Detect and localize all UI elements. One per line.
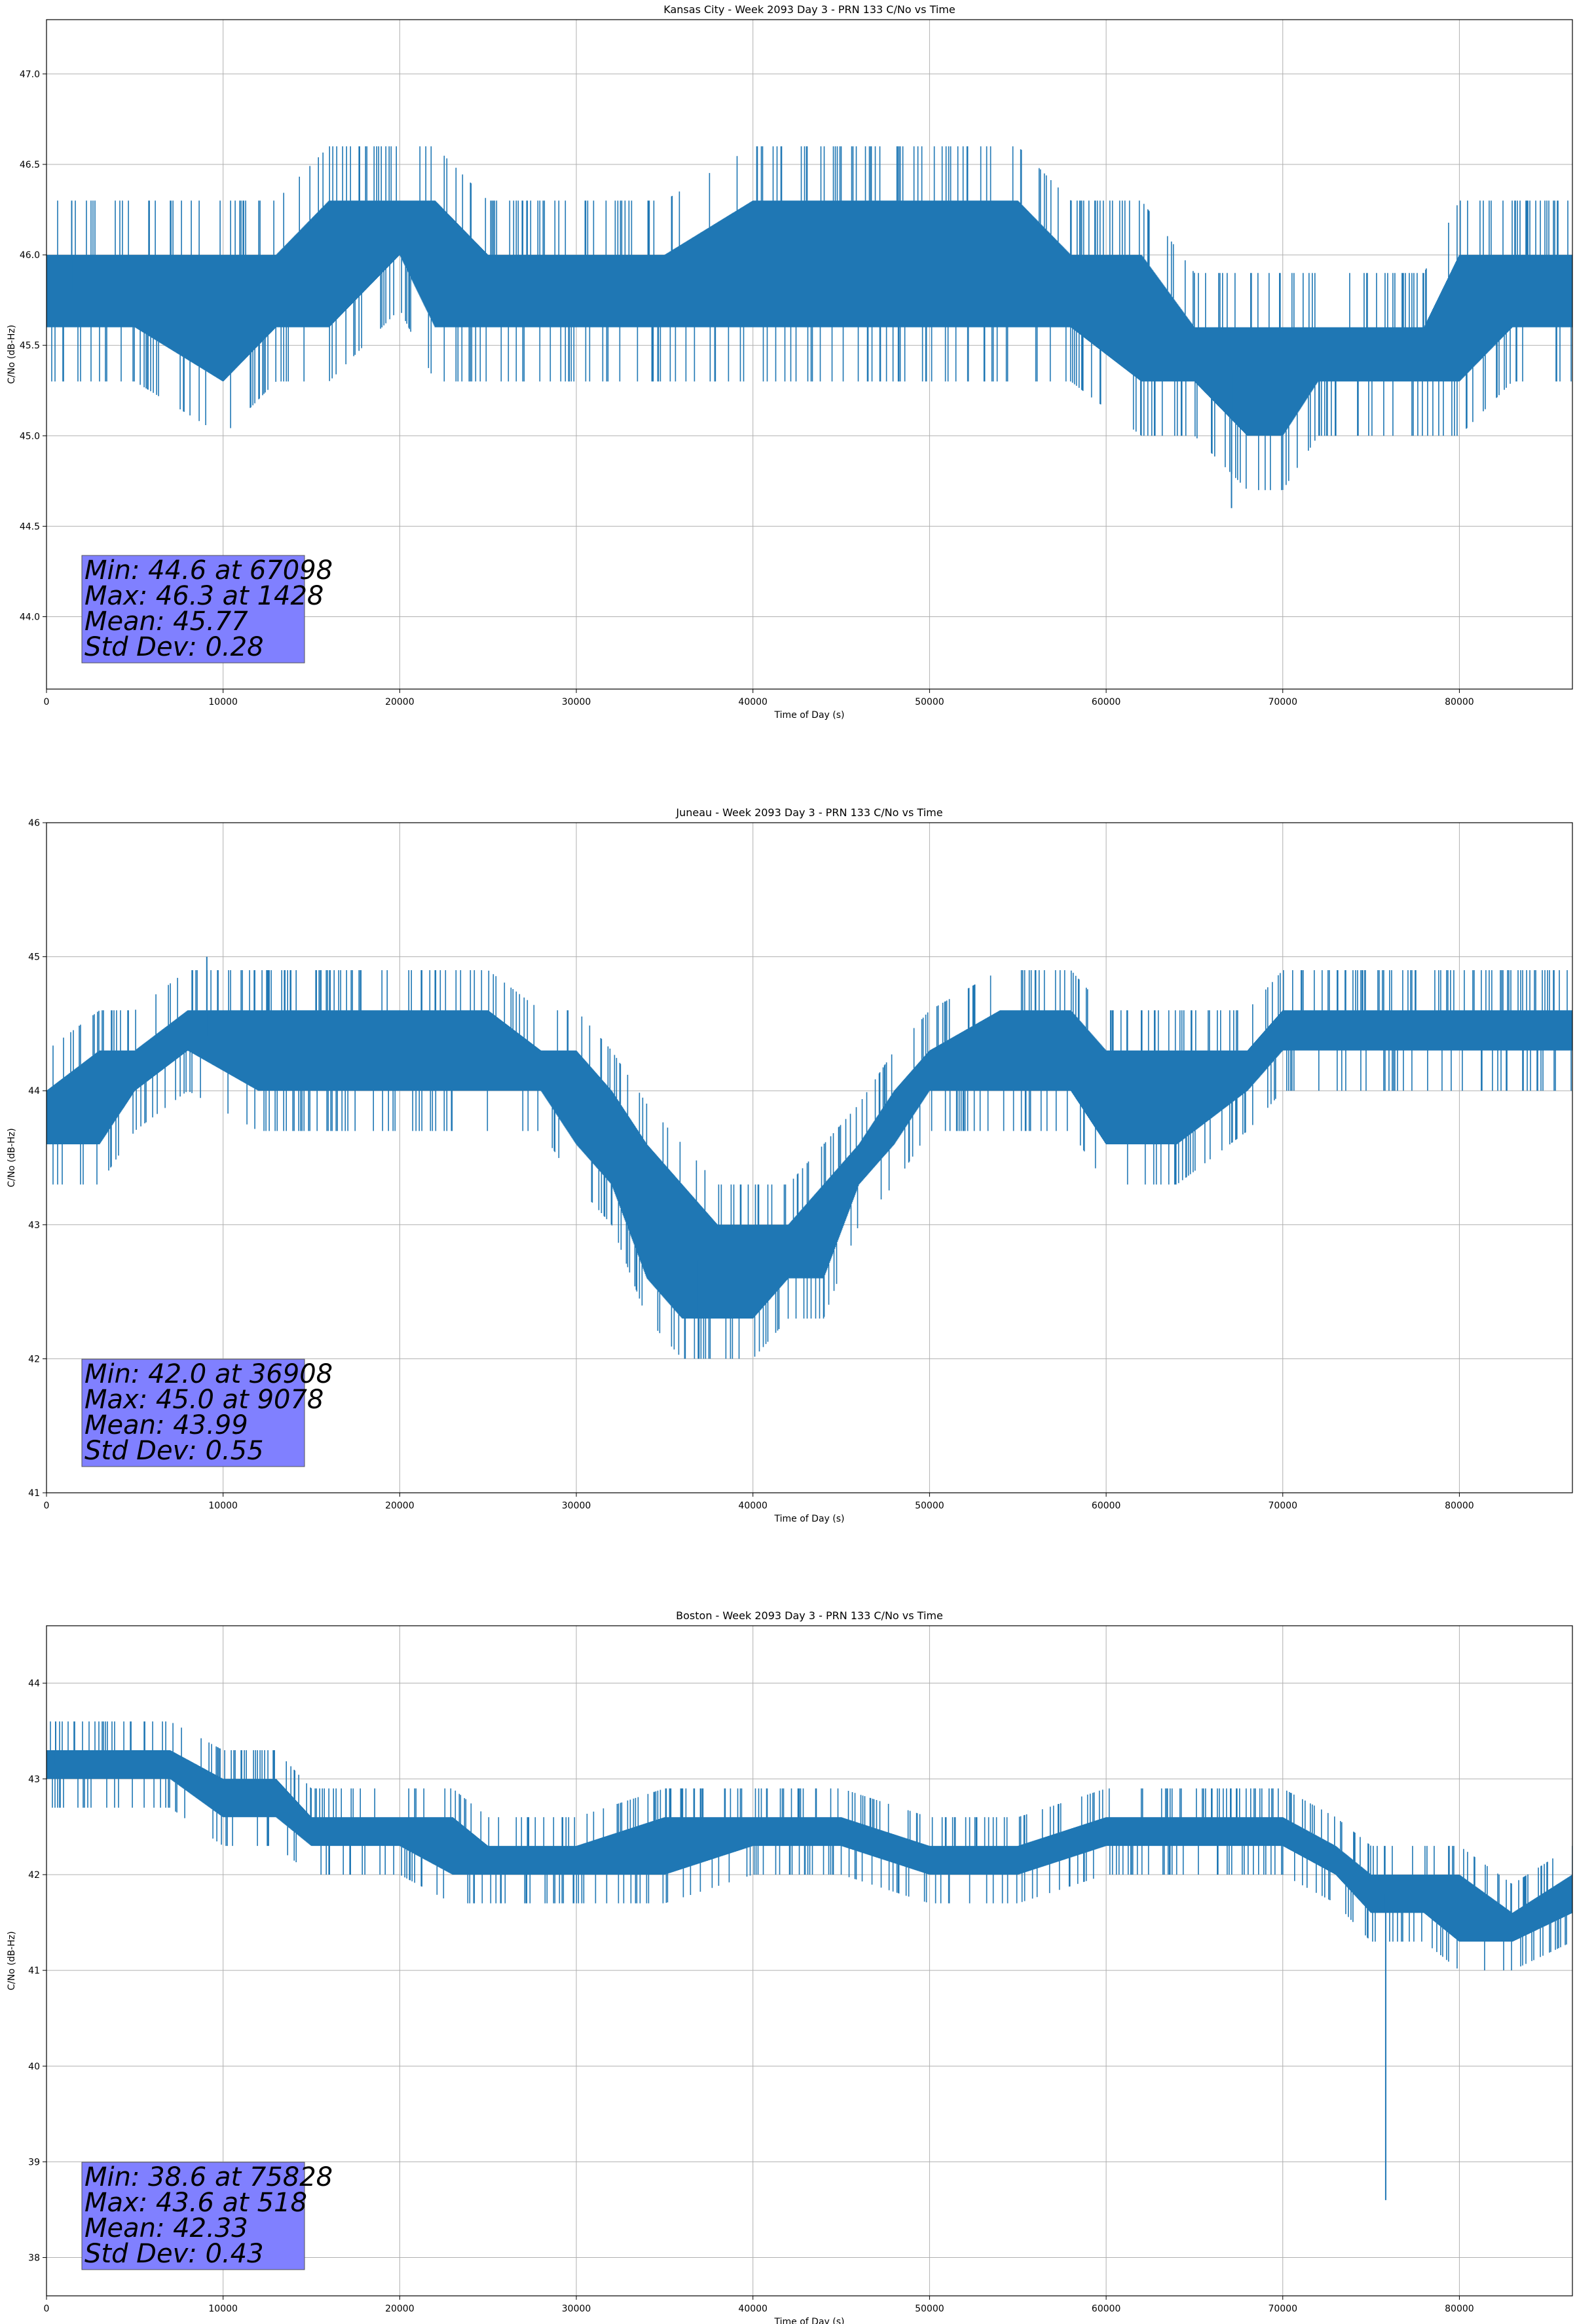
series-trace: [46, 1721, 1572, 2200]
y-tick-label: 43: [28, 1220, 40, 1231]
y-tick-label: 44: [28, 1086, 40, 1096]
y-tick-label: 39: [28, 2157, 40, 2167]
axes-frame: [46, 1625, 1573, 2296]
y-tick-label: 46.5: [20, 160, 40, 170]
chart-panel-1: 0 10000 20000 30000 40000 50000 60000 70000 8000…: [7, 3, 1573, 721]
x-tick-label: 20000: [385, 1501, 415, 1511]
series-line: [46, 146, 1572, 491]
x-tick-label: 70000: [1268, 697, 1297, 707]
series-trace: [46, 956, 1572, 1359]
y-tick-label: 45.5: [20, 341, 40, 351]
y-axis-label: C/No (dB-Hz): [7, 325, 17, 384]
series-line: [46, 1721, 1572, 1971]
x-tick-label: 50000: [915, 1501, 944, 1511]
chart-title: Kansas City - Week 2093 Day 3 - PRN 133 …: [663, 3, 955, 16]
x-tick-label: 80000: [1445, 697, 1474, 707]
x-tick-label: 10000: [208, 1501, 238, 1511]
series-line: [46, 970, 1572, 1359]
y-tick-label: 42: [28, 1870, 40, 1881]
stats-line: Mean: 45.77: [84, 607, 248, 637]
y-tick-label: 46: [28, 818, 40, 829]
stats-line: Std Dev: 0.55: [84, 1436, 264, 1466]
stats-line: Std Dev: 0.28: [84, 632, 264, 662]
x-tick-label: 60000: [1092, 2304, 1121, 2314]
stats-line: Mean: 43.99: [84, 1410, 248, 1440]
x-tick-label: 50000: [915, 697, 944, 707]
stats-line: Max: 43.6 at 518: [84, 2188, 307, 2218]
y-tick-label: 41: [28, 1966, 40, 1976]
x-tick-label: 20000: [385, 2304, 415, 2314]
x-tick-label: 0: [44, 1501, 50, 1511]
x-tick-label: 10000: [208, 697, 238, 707]
y-tick-label: 40: [28, 2061, 40, 2072]
x-axis-label: Time of Day (s): [774, 1514, 845, 1524]
y-axis-label: C/No (dB-Hz): [7, 1931, 17, 1990]
x-tick-label: 50000: [915, 2304, 944, 2314]
x-tick-label: 30000: [562, 697, 591, 707]
axes-frame: [46, 822, 1573, 1493]
x-tick-label: 40000: [738, 697, 768, 707]
x-tick-label: 30000: [562, 2304, 591, 2314]
y-tick-label: 44.5: [20, 521, 40, 532]
stats-line: Min: 42.0 at 36908: [84, 1359, 333, 1389]
x-tick-label: 40000: [738, 1501, 768, 1511]
series-trace: [46, 146, 1572, 508]
chart-panel-3: 0 10000 20000 30000 40000 50000 60000 70000 8000…: [7, 1609, 1573, 2324]
x-tick-label: 10000: [208, 2304, 238, 2314]
stats-line: Max: 46.3 at 1428: [84, 581, 324, 611]
x-tick-label: 70000: [1268, 2304, 1297, 2314]
x-axis-label: Time of Day (s): [774, 710, 845, 721]
y-tick-label: 46.0: [20, 250, 40, 261]
x-tick-label: 60000: [1092, 1501, 1121, 1511]
chart-title: Boston - Week 2093 Day 3 - PRN 133 C/No …: [676, 1609, 943, 1622]
y-tick-label: 38: [28, 2253, 40, 2264]
y-axis-label: C/No (dB-Hz): [7, 1128, 17, 1187]
y-tick-label: 47.0: [20, 69, 40, 80]
axes-frame: [46, 19, 1573, 690]
stats-line: Mean: 42.33: [84, 2213, 248, 2243]
y-tick-label: 42: [28, 1354, 40, 1364]
x-tick-label: 80000: [1445, 1501, 1474, 1511]
x-tick-label: 30000: [562, 1501, 591, 1511]
x-axis-label: Time of Day (s): [774, 2317, 845, 2324]
y-tick-label: 41: [28, 1488, 40, 1499]
stats-line: Min: 38.6 at 75828: [84, 2162, 333, 2192]
y-tick-label: 44.0: [20, 612, 40, 623]
stats-box-background: [81, 1359, 305, 1467]
stats-line: Max: 45.0 at 9078: [84, 1385, 324, 1415]
stats-box-background: [81, 2162, 305, 2270]
stats-line: Std Dev: 0.43: [84, 2239, 264, 2269]
x-tick-label: 0: [44, 697, 50, 707]
x-tick-label: 70000: [1268, 1501, 1297, 1511]
x-tick-label: 40000: [738, 2304, 768, 2314]
x-tick-label: 80000: [1445, 2304, 1474, 2314]
y-tick-label: 45.0: [20, 431, 40, 441]
y-tick-label: 44: [28, 1679, 40, 1689]
chart-title: Juneau - Week 2093 Day 3 - PRN 133 C/No …: [675, 806, 942, 819]
stats-box-background: [81, 555, 305, 664]
stats-line: Min: 44.6 at 67098: [84, 555, 333, 586]
x-tick-label: 60000: [1092, 697, 1121, 707]
x-tick-label: 0: [44, 2304, 50, 2314]
x-tick-label: 20000: [385, 697, 415, 707]
y-tick-label: 45: [28, 952, 40, 963]
chart-panel-2: 0 10000 20000 30000 40000 50000 60000 70000 8000…: [7, 806, 1573, 1524]
y-tick-label: 43: [28, 1774, 40, 1785]
